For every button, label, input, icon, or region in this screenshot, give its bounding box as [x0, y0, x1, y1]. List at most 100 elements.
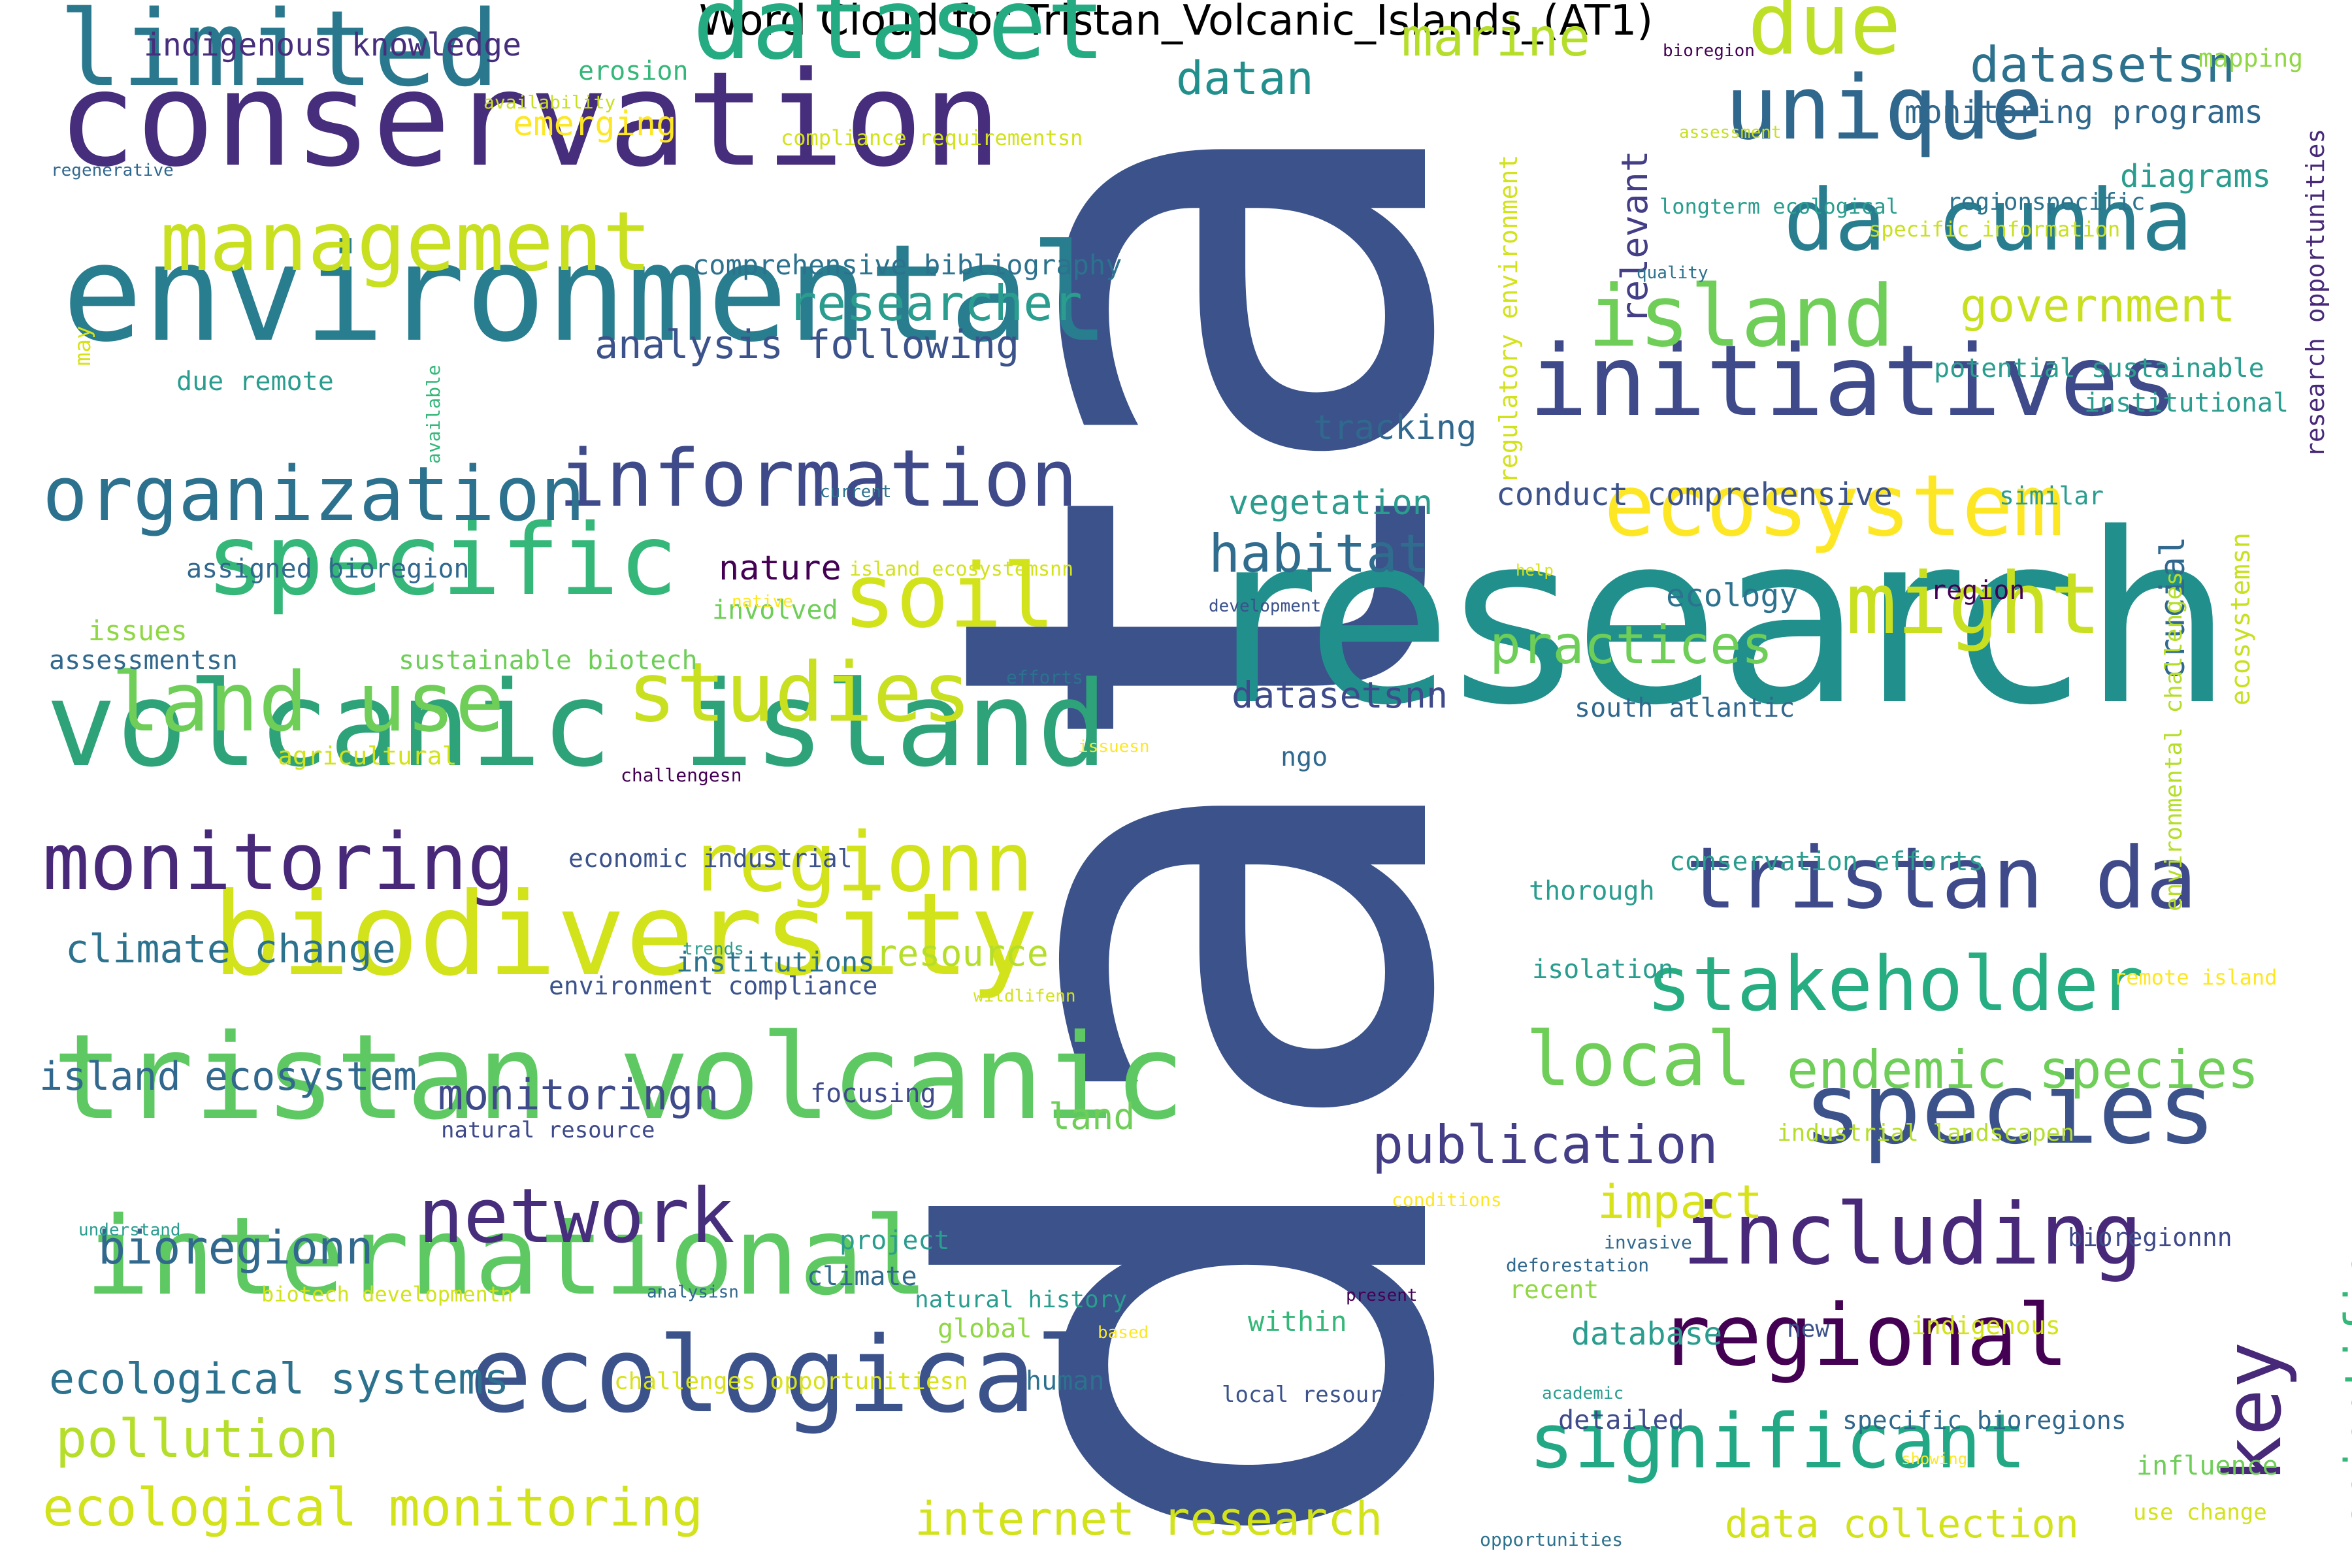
word-wildlifenn: wildlifenn: [973, 986, 1076, 1006]
word-conditions: conditions: [1392, 1189, 1502, 1211]
word-ecological-monitoring: ecological monitoring: [42, 1477, 704, 1538]
word-regional: regional: [1659, 1285, 2069, 1385]
word-studies: studies: [627, 645, 972, 740]
word-organization: organization: [42, 451, 585, 539]
word-agricultural: agricultural: [278, 742, 457, 771]
word-compliance-requirementsn: compliance requirementsn: [781, 125, 1083, 151]
word-monitoring: monitoring: [42, 817, 515, 909]
word-economic-industrial: economic industrial: [568, 844, 853, 874]
word-conservation-efforts: conservation efforts: [1669, 846, 1984, 877]
chart-title: Word Cloud for Tristan_Volcanic_Islands_…: [698, 0, 1654, 45]
word-stakeholder: stakeholder: [1646, 941, 2144, 1029]
word-nature: nature: [719, 549, 841, 589]
word-ecological: ecological: [469, 1314, 1099, 1437]
word-environment-compliance: environment compliance: [549, 972, 878, 1001]
word-global: global: [938, 1313, 1032, 1344]
word-new: new: [1787, 1315, 1830, 1343]
word-trends: trends: [683, 939, 744, 959]
word-indigenous: indigenous: [1911, 1311, 2061, 1341]
word-influence: influence: [2136, 1450, 2278, 1481]
word-current: current: [820, 482, 892, 502]
word-longterm-ecological: longterm ecological: [1659, 194, 1899, 220]
word-assigned-bioregion: assigned bioregion: [186, 553, 470, 584]
word-limited: limited: [59, 0, 500, 110]
word-present: present: [1346, 1285, 1418, 1305]
word-thorough: thorough: [1529, 875, 1655, 906]
word-vegetation: vegetation: [1228, 483, 1433, 523]
word-including: including: [1682, 1184, 2143, 1284]
word-data-collection: data collection: [1725, 1501, 2079, 1548]
word-issues: issues: [88, 615, 188, 647]
word-south-atlantic: south atlantic: [1575, 693, 1795, 723]
word-availability: availability: [483, 91, 616, 114]
word-research-opportunities: research opportunities: [2301, 128, 2330, 457]
word-detailed: detailed: [1558, 1405, 1684, 1435]
word-significant: significant: [1529, 1398, 2027, 1486]
word-environmental: environmental: [62, 216, 1111, 372]
word-management: management: [160, 194, 652, 289]
word-local-resources: local resources: [1222, 1382, 1423, 1409]
word-based: based: [1098, 1322, 1149, 1343]
word-datasetsnn: datasetsnn: [1232, 674, 1448, 717]
word-might: might: [1846, 553, 2102, 653]
word-challenges-opportunitiesn: challenges opportunitiesn: [614, 1367, 968, 1395]
word-due-remote: due remote: [176, 366, 334, 397]
word-island: island: [1588, 266, 1895, 366]
word-scientific: scientific: [2335, 1253, 2352, 1529]
word-ecosystemsn: ecosystemsn: [2226, 532, 2256, 706]
word-institutional: institutional: [2084, 387, 2289, 418]
word-tristan-da: tristan da: [1686, 828, 2197, 928]
word-species: species: [1803, 1053, 2217, 1166]
word-within: within: [1248, 1305, 1347, 1338]
word-bioregion: bioregion: [1663, 41, 1755, 61]
word-diagrams: diagrams: [2120, 157, 2272, 195]
word-understand: understand: [78, 1220, 181, 1240]
word-recent: recent: [1509, 1275, 1599, 1305]
word-dataset: dataset: [693, 0, 1106, 82]
word-regionn: regionn: [689, 815, 1034, 910]
word-marine: marine: [1401, 7, 1590, 68]
word-assessment: assessment: [1679, 122, 1782, 142]
word-climate: climate: [807, 1261, 917, 1292]
word-sustainable-biotech: sustainable biotech: [399, 645, 698, 676]
word-assessmentsn: assessmentsn: [49, 645, 238, 676]
word-network: network: [418, 1173, 735, 1261]
word-academic: academic: [1542, 1383, 1624, 1403]
word-land-use: land use: [111, 655, 505, 750]
word-relevant: relevant: [1614, 150, 1656, 323]
word-specific-bioregions: specific bioregions: [1842, 1406, 2127, 1435]
word-initiatives: initiatives: [1529, 325, 2178, 438]
word-native: native: [732, 591, 793, 612]
word-practices: practices: [1490, 614, 1773, 676]
word-impact: impact: [1597, 1175, 1763, 1230]
word-monitoring-programs: monitoring programs: [1904, 93, 2264, 131]
word-isolation: isolation: [1532, 954, 1674, 985]
word-issuesn: issuesn: [1078, 736, 1150, 757]
word-use-change: use change: [2133, 1499, 2267, 1526]
word-focusing: focusing: [810, 1078, 936, 1109]
word-bioregionnn: bioregionnn: [2068, 1223, 2232, 1252]
word-tracking: tracking: [1313, 408, 1477, 448]
word-natural-resource: natural resource: [441, 1117, 655, 1144]
word-human: human: [1026, 1365, 1105, 1396]
word-deforestation: deforestation: [1506, 1254, 1650, 1277]
word-database: database: [1571, 1315, 1723, 1352]
word-international: international: [85, 1194, 929, 1320]
word-ecology: ecology: [1666, 577, 1799, 614]
word-opportunities: opportunities: [1480, 1529, 1624, 1551]
word-volcanic-island: volcanic island: [46, 656, 1108, 793]
word-available: available: [423, 365, 444, 464]
word-island-ecosystemsnn: island ecosystemsnn: [849, 557, 1074, 581]
word-invasive: invasive: [1604, 1232, 1692, 1254]
word-biotech-developmentn: biotech developmentn: [261, 1282, 514, 1307]
word-potential-sustainable: potential sustainable: [1934, 353, 2264, 384]
word-project: project: [840, 1225, 950, 1256]
word-regulatory-environment: regulatory environment: [1494, 154, 1523, 483]
word-involved: involved: [712, 595, 838, 625]
word-conduct-comprehensive: conduct comprehensive: [1496, 476, 1893, 513]
word-habitat: habitat: [1209, 523, 1429, 584]
word-ngo: ngo: [1281, 742, 1328, 772]
word-quality: quality: [1637, 263, 1708, 283]
word-ecosystem: ecosystem: [1604, 455, 2065, 555]
word-emerging: emerging: [513, 105, 677, 144]
